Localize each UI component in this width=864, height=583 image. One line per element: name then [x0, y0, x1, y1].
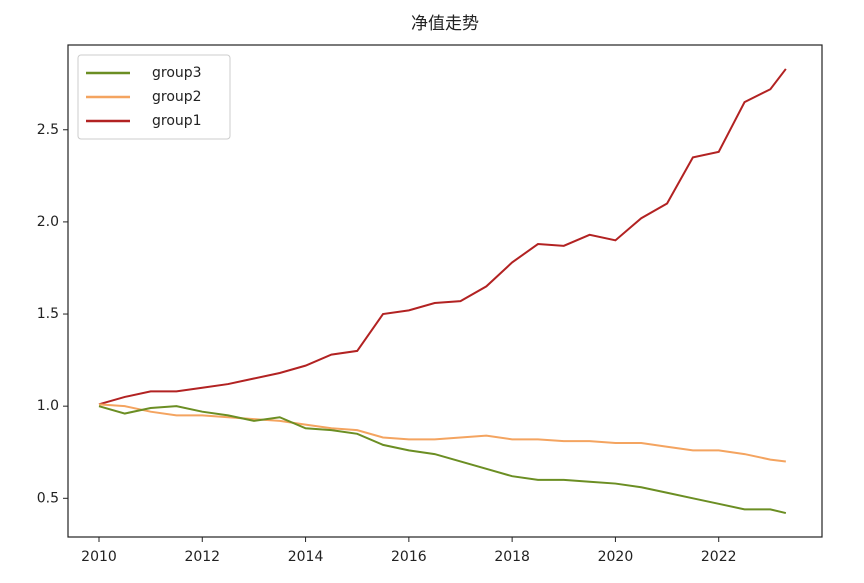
- chart-title: 净值走势: [411, 14, 479, 34]
- x-tick-label: 2016: [391, 549, 427, 565]
- y-tick-label: 2.5: [37, 122, 59, 138]
- x-tick-label: 2014: [288, 549, 324, 565]
- series-line: [98, 403, 786, 463]
- y-tick-label: 1.5: [37, 306, 59, 322]
- series-line: [98, 405, 787, 515]
- x-tick-label: 2020: [598, 549, 634, 565]
- legend-box: [77, 54, 231, 140]
- legend-label: group3: [152, 65, 202, 81]
- legend-label: group1: [152, 113, 202, 129]
- series-line: [98, 68, 787, 406]
- x-tick-label: 2022: [701, 549, 737, 565]
- y-tick-label: 0.5: [37, 490, 59, 506]
- y-tick-label: 1.0: [37, 398, 59, 414]
- legend-label: group2: [152, 89, 202, 105]
- x-tick-label: 2010: [81, 549, 117, 565]
- x-tick-label: 2012: [184, 549, 220, 565]
- plot-frame: [67, 44, 823, 538]
- x-tick-label: 2018: [494, 549, 530, 565]
- y-tick-label: 2.0: [37, 214, 59, 230]
